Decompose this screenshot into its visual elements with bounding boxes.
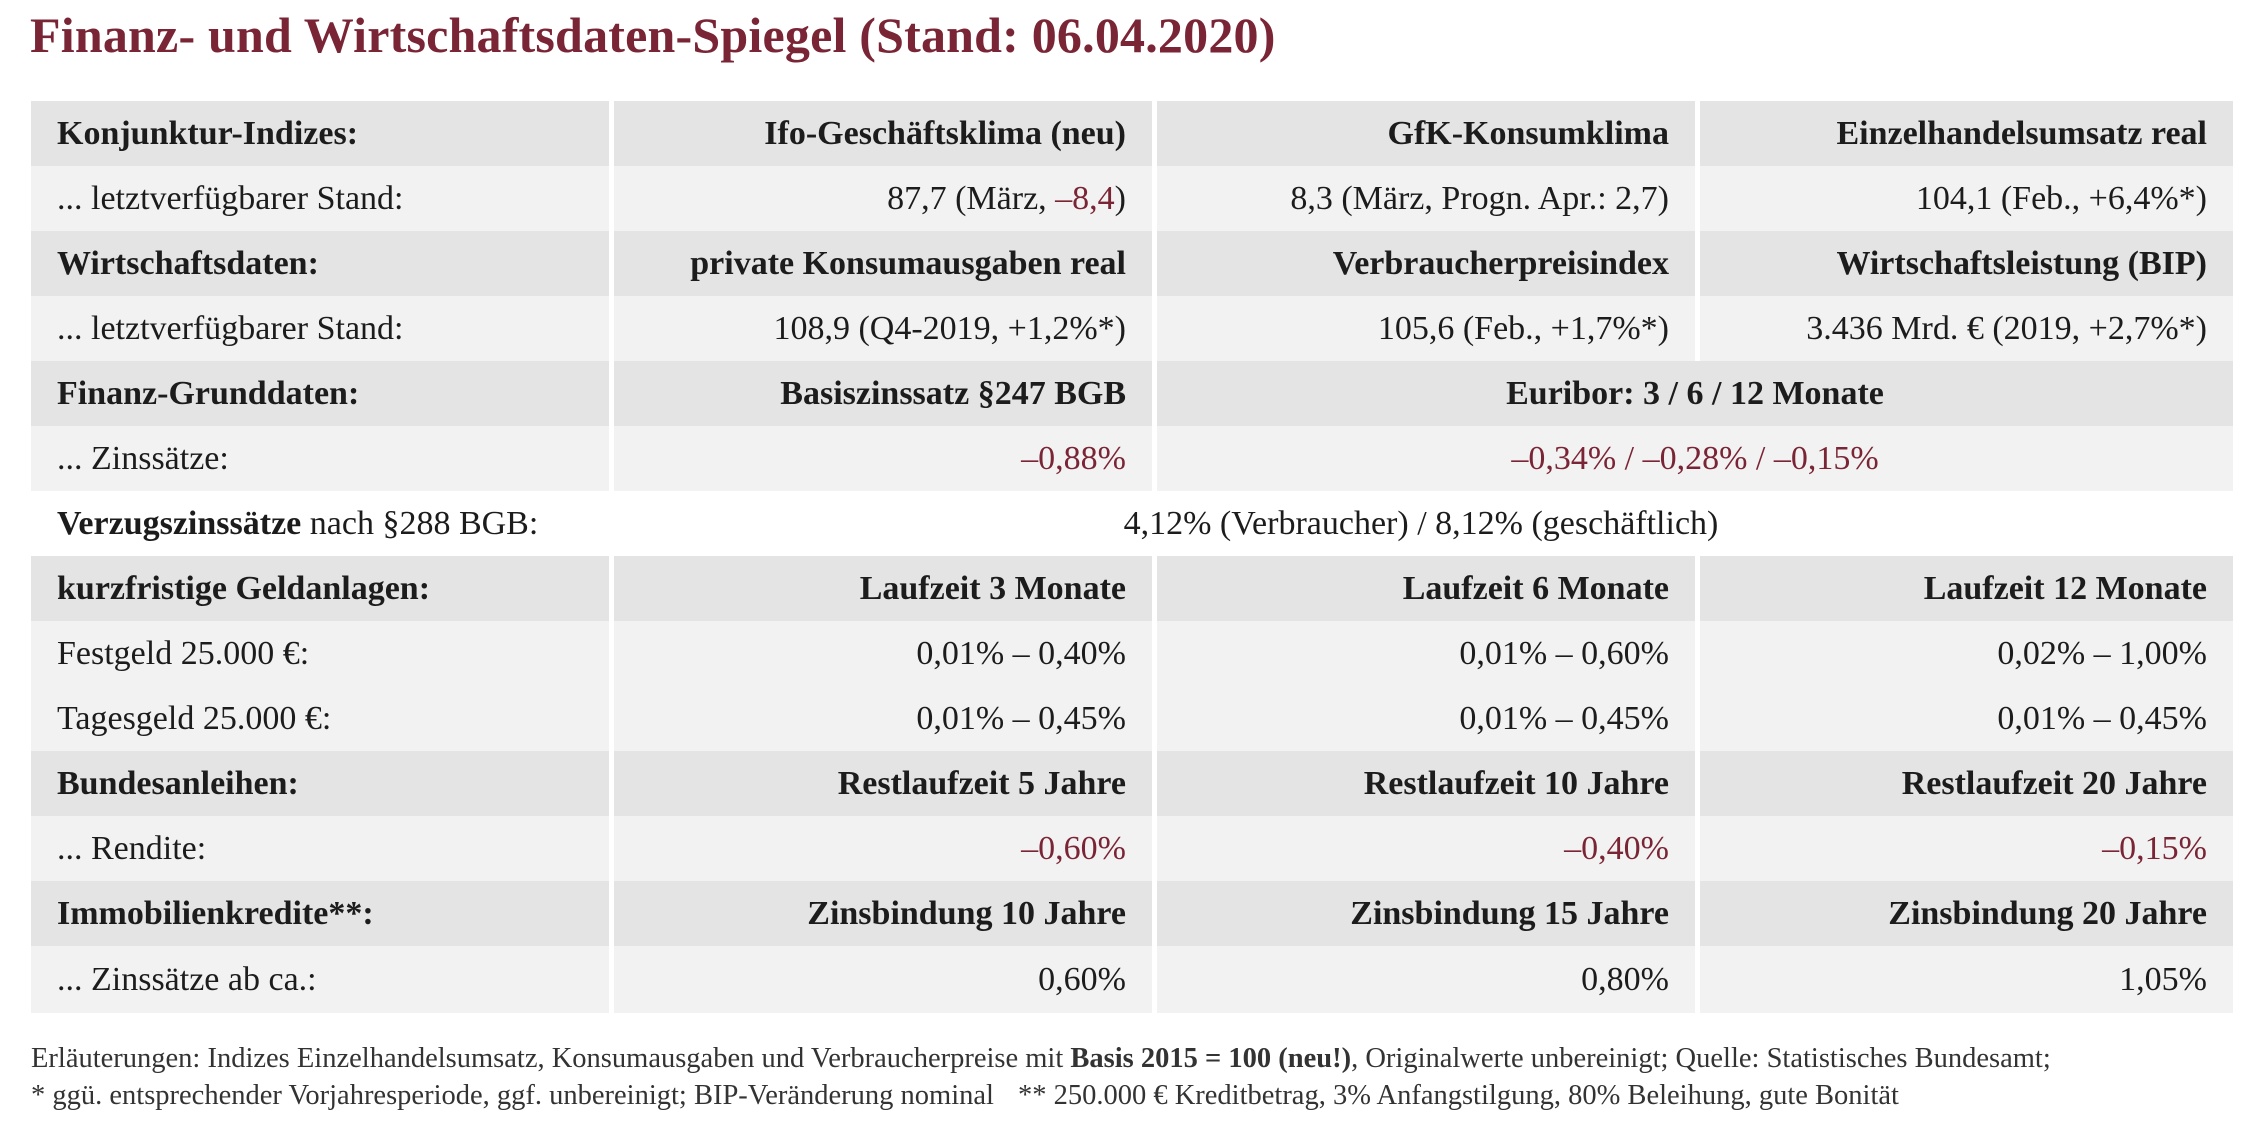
- finance-data-table: Konjunktur-Indizes: Ifo-Geschäftsklima (…: [31, 101, 2233, 1013]
- konsum-header: private Konsumausgaben real: [609, 231, 1152, 296]
- restlaufzeit-20-header: Restlaufzeit 20 Jahre: [1695, 751, 2233, 816]
- einzelhandel-value: 104,1 (Feb., +6,4%*): [1695, 166, 2233, 231]
- tagesgeld-3-value: 0,01% – 0,45%: [609, 686, 1152, 751]
- konjunktur-label: Konjunktur-Indizes:: [31, 101, 609, 166]
- bip-value: 3.436 Mrd. € (2019, +2,7%*): [1695, 296, 2233, 361]
- footnote-line-1: Erläuterungen: Indizes Einzelhandelsumsa…: [31, 1040, 2241, 1077]
- tagesgeld-12-value: 0,01% – 0,45%: [1695, 686, 2233, 751]
- rendite-5-value: –0,60%: [609, 816, 1152, 881]
- konjunktur-header-row: Konjunktur-Indizes: Ifo-Geschäftsklima (…: [31, 101, 2233, 166]
- ifo-value-prefix: 87,7 (März,: [887, 179, 1056, 217]
- footnote-line-2: * ggü. entsprechender Vorjahresperiode, …: [31, 1077, 2241, 1114]
- rendite-row: ... Rendite: –0,60% –0,40% –0,15%: [31, 816, 2233, 881]
- page-title: Finanz- und Wirtschaftsdaten-Spiegel (St…: [30, 7, 1276, 63]
- footnote-star: * ggü. entsprechender Vorjahresperiode, …: [31, 1080, 994, 1111]
- festgeld-row: Festgeld 25.000 €: 0,01% – 0,40% 0,01% –…: [31, 621, 2233, 686]
- rendite-label: ... Rendite:: [31, 816, 609, 881]
- immobilien-value-row: ... Zinssätze ab ca.: 0,60% 0,80% 1,05%: [31, 946, 2233, 1013]
- konjunktur-row-label: ... letztverfügbarer Stand:: [31, 166, 609, 231]
- ifo-change: –8,4: [1055, 179, 1115, 217]
- euribor-value: –0,34% / –0,28% / –0,15%: [1152, 426, 2233, 491]
- vpi-value: 105,6 (Feb., +1,7%*): [1152, 296, 1695, 361]
- footnote-text: Erläuterungen: Indizes Einzelhandelsumsa…: [31, 1043, 1071, 1074]
- restlaufzeit-10-header: Restlaufzeit 10 Jahre: [1152, 751, 1695, 816]
- basiszins-header: Basiszinssatz §247 BGB: [609, 361, 1152, 426]
- finanz-label: Finanz-Grunddaten:: [31, 361, 609, 426]
- laufzeit-6-header: Laufzeit 6 Monate: [1152, 556, 1695, 621]
- euribor-header: Euribor: 3 / 6 / 12 Monate: [1152, 361, 2233, 426]
- verzug-value: 4,12% (Verbraucher) / 8,12% (geschäftlic…: [609, 491, 2233, 556]
- basiszins-value: –0,88%: [609, 426, 1152, 491]
- zinsbindung-10-header: Zinsbindung 10 Jahre: [609, 881, 1152, 946]
- rendite-10-value: –0,40%: [1152, 816, 1695, 881]
- verzug-label: Verzugszinssätze nach §288 BGB:: [31, 491, 609, 556]
- geldanlagen-header-row: kurzfristige Geldanlagen: Laufzeit 3 Mon…: [31, 556, 2233, 621]
- zinsbindung-20-header: Zinsbindung 20 Jahre: [1695, 881, 2233, 946]
- wirtschaft-row-label: ... letztverfügbarer Stand:: [31, 296, 609, 361]
- festgeld-3-value: 0,01% – 0,40%: [609, 621, 1152, 686]
- festgeld-12-value: 0,02% – 1,00%: [1695, 621, 2233, 686]
- footnote-basis: Basis 2015 = 100 (neu!): [1070, 1043, 1352, 1074]
- gfk-header: GfK-Konsumklima: [1152, 101, 1695, 166]
- wirtschaft-label: Wirtschaftsdaten:: [31, 231, 609, 296]
- ifo-value-suffix: ): [1114, 179, 1126, 217]
- laufzeit-12-header: Laufzeit 12 Monate: [1695, 556, 2233, 621]
- tagesgeld-row: Tagesgeld 25.000 €: 0,01% – 0,45% 0,01% …: [31, 686, 2233, 751]
- bundesanleihen-header-row: Bundesanleihen: Restlaufzeit 5 Jahre Res…: [31, 751, 2233, 816]
- zinsbindung-15-value: 0,80%: [1152, 946, 1695, 1013]
- wirtschaft-header-row: Wirtschaftsdaten: private Konsumausgaben…: [31, 231, 2233, 296]
- footnote-source: , Originalwerte unbereinigt; Quelle: Sta…: [1351, 1043, 2051, 1074]
- verzug-label-rest: nach §288 BGB:: [301, 504, 539, 542]
- zinsbindung-10-value: 0,60%: [609, 946, 1152, 1013]
- ifo-value: 87,7 (März, –8,4): [609, 166, 1152, 231]
- bip-header: Wirtschaftsleistung (BIP): [1695, 231, 2233, 296]
- geldanlagen-label: kurzfristige Geldanlagen:: [31, 556, 609, 621]
- finanz-value-row: ... Zinssätze: –0,88% –0,34% / –0,28% / …: [31, 426, 2233, 491]
- zinsbindung-20-value: 1,05%: [1695, 946, 2233, 1013]
- einzelhandel-header: Einzelhandelsumsatz real: [1695, 101, 2233, 166]
- finanz-header-row: Finanz-Grunddaten: Basiszinssatz §247 BG…: [31, 361, 2233, 426]
- zinsbindung-15-header: Zinsbindung 15 Jahre: [1152, 881, 1695, 946]
- festgeld-label: Festgeld 25.000 €:: [31, 621, 609, 686]
- verzug-row: Verzugszinssätze nach §288 BGB: 4,12% (V…: [31, 491, 2233, 556]
- rendite-20-value: –0,15%: [1695, 816, 2233, 881]
- immobilien-label: Immobilienkredite**:: [31, 881, 609, 946]
- immobilien-row-label: ... Zinssätze ab ca.:: [31, 946, 609, 1013]
- finanz-row-label: ... Zinssätze:: [31, 426, 609, 491]
- bundesanleihen-label: Bundesanleihen:: [31, 751, 609, 816]
- vpi-header: Verbraucherpreisindex: [1152, 231, 1695, 296]
- footnotes: Erläuterungen: Indizes Einzelhandelsumsa…: [31, 1040, 2241, 1114]
- verzug-label-bold: Verzugszinssätze: [57, 504, 302, 542]
- ifo-header: Ifo-Geschäftsklima (neu): [609, 101, 1152, 166]
- wirtschaft-value-row: ... letztverfügbarer Stand: 108,9 (Q4-20…: [31, 296, 2233, 361]
- konsum-value: 108,9 (Q4-2019, +1,2%*): [609, 296, 1152, 361]
- festgeld-6-value: 0,01% – 0,60%: [1152, 621, 1695, 686]
- laufzeit-3-header: Laufzeit 3 Monate: [609, 556, 1152, 621]
- immobilien-header-row: Immobilienkredite**: Zinsbindung 10 Jahr…: [31, 881, 2233, 946]
- konjunktur-value-row: ... letztverfügbarer Stand: 87,7 (März, …: [31, 166, 2233, 231]
- gfk-value: 8,3 (März, Progn. Apr.: 2,7): [1152, 166, 1695, 231]
- restlaufzeit-5-header: Restlaufzeit 5 Jahre: [609, 751, 1152, 816]
- tagesgeld-label: Tagesgeld 25.000 €:: [31, 686, 609, 751]
- footnote-double-star: ** 250.000 € Kreditbetrag, 3% Anfangstil…: [1017, 1080, 1899, 1111]
- tagesgeld-6-value: 0,01% – 0,45%: [1152, 686, 1695, 751]
